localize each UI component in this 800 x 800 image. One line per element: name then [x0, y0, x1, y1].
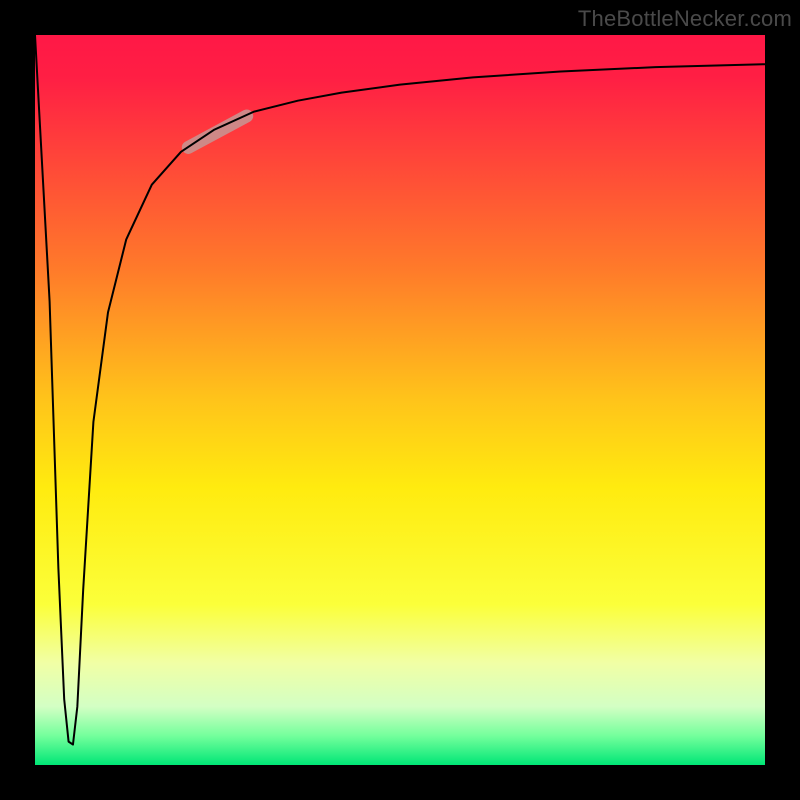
plot-background — [35, 35, 765, 765]
plot-svg — [0, 0, 800, 800]
chart-container: TheBottleNecker.com — [0, 0, 800, 800]
